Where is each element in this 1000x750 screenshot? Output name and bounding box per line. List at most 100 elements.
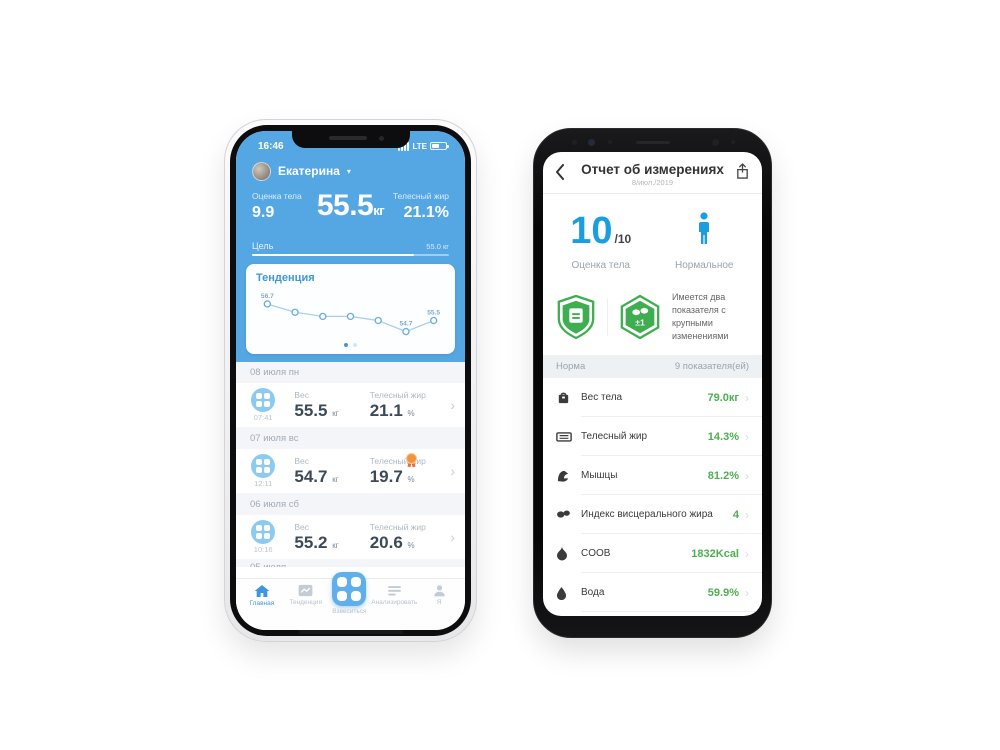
signal-icon	[398, 141, 410, 151]
water-drop-icon	[556, 586, 567, 600]
back-button[interactable]	[555, 164, 565, 185]
analyze-icon	[388, 586, 401, 596]
fat-value: 20.6 %	[369, 532, 415, 552]
score-section: 10 /10 Оценка тела Нормальное	[543, 194, 762, 281]
hexagon-badge-icon: ±1	[620, 294, 660, 340]
weight-label: Вес	[294, 521, 310, 532]
trend-card[interactable]: Тенденция 56.7 54.7 55.5	[246, 264, 455, 354]
goal-target: 55.0 кг	[426, 242, 449, 251]
right-phone-sensors	[534, 137, 771, 147]
flame-icon	[557, 546, 567, 561]
measurement-row[interactable]: 07:41 Вес 55.5 кг Телесный жир 21.1 % ›	[236, 383, 465, 428]
measurement-row[interactable]: 10:16 Вес 55.2 кг Телесный жир 20.6 % ›	[236, 515, 465, 560]
body-fat-value: 21.1%	[403, 204, 449, 221]
chevron-right-icon: ›	[745, 390, 749, 405]
chevron-right-icon: ›	[745, 585, 749, 600]
scale-icon	[251, 454, 276, 478]
trend-icon	[298, 584, 313, 597]
chevron-right-icon: ›	[745, 507, 749, 522]
scale-weigh-icon	[332, 572, 367, 606]
chevron-down-icon: ▾	[346, 166, 351, 176]
section-date-header-partial: 05 июля	[236, 560, 465, 567]
nav-home[interactable]: Главная	[240, 584, 284, 607]
svg-text:54.7: 54.7	[400, 320, 413, 327]
current-weight: 55.5кг	[316, 189, 385, 222]
profile-name[interactable]: Екатерина	[278, 164, 340, 178]
back-chevron-icon	[556, 164, 564, 180]
bottom-nav: Главная Тенденция Взвеситься Анализирова…	[236, 572, 465, 630]
statusbar: 16:46 LTE	[236, 131, 465, 155]
muscle-icon	[557, 470, 569, 482]
badge-divider	[607, 298, 608, 337]
weight-label: Вес	[294, 455, 310, 466]
fat-value: 21.1 %	[369, 400, 415, 420]
report-header: Отчет об измерениях 8/июл./2019	[543, 152, 762, 194]
nav-trend[interactable]: Тенденция	[284, 584, 328, 606]
metric-row-visceral[interactable]: Индекс висцерального жира 4 ›	[543, 495, 762, 535]
measurement-time: 10:16	[253, 545, 273, 554]
body-fat-label: Телесный жир	[392, 191, 449, 201]
weight-icon	[558, 392, 569, 404]
share-button[interactable]	[735, 163, 750, 185]
fat-value: 19.7 %	[369, 466, 415, 486]
medal-icon	[406, 453, 417, 468]
metric-row-fat[interactable]: Телесный жир 14.3% ›	[543, 417, 762, 457]
section-date-header: 08 июля пн	[236, 362, 465, 383]
chevron-right-icon: ›	[450, 529, 455, 545]
home-header: 16:46 LTE Екатерина ▾ Оценка тела 9.	[236, 131, 465, 362]
summary-stats: Оценка тела 9.9 55.5кг Телесный жир 21.1…	[236, 183, 465, 239]
chevron-right-icon: ›	[745, 546, 749, 561]
network-label: LTE	[412, 141, 427, 151]
shield-badge-icon	[557, 294, 595, 340]
metric-row-bmr[interactable]: COOB 1832Kcal ›	[543, 534, 762, 574]
report-title: Отчет об измерениях	[581, 162, 724, 177]
metric-row-weight[interactable]: Вес тела 79.0кг ›	[543, 378, 762, 418]
section-date-header: 07 июля вс	[236, 428, 465, 449]
notch	[291, 131, 410, 148]
visceral-fat-icon	[557, 510, 570, 518]
chevron-right-icon: ›	[745, 429, 749, 444]
weight-value: 54.7 кг	[294, 466, 339, 486]
norm-count: 9 показателя(ей)	[674, 361, 749, 373]
home-indicator[interactable]	[298, 630, 403, 634]
body-score-value: 9.9	[252, 204, 275, 221]
fat-label: Телесный жир	[369, 455, 426, 466]
metric-row-water[interactable]: Вода 59.9% ›	[543, 573, 762, 613]
badges-section: ±1 Имеется два показателя с крупными изм…	[543, 281, 762, 355]
body-score-label: Оценка тела	[252, 191, 302, 201]
chevron-right-icon: ›	[450, 397, 455, 413]
metric-row-muscle[interactable]: Мышцы 81.2% ›	[543, 456, 762, 496]
measurement-time: 12:11	[254, 479, 273, 488]
measurement-row[interactable]: 12:11 Вес 54.7 кг Телесный жир 19.7 % ›	[236, 449, 465, 494]
chevron-right-icon: ›	[450, 463, 455, 479]
goal-section: Цель 55.0 кг	[236, 239, 465, 256]
score-caption: Оценка тела	[571, 260, 630, 271]
status-time: 16:46	[258, 140, 284, 152]
right-phone-screen: Отчет об измерениях 8/июл./2019 10 /10 О…	[543, 152, 762, 616]
pagination-dots[interactable]	[256, 342, 445, 350]
svg-text:±1: ±1	[635, 318, 645, 328]
person-icon	[433, 585, 445, 597]
left-phone-frame: 16:46 LTE Екатерина ▾ Оценка тела 9.	[224, 119, 477, 642]
trend-title: Тенденция	[256, 272, 315, 284]
fat-label: Телесный жир	[369, 521, 426, 532]
badges-description: Имеется два показателя с крупными измене…	[672, 292, 729, 342]
profile-row[interactable]: Екатерина ▾	[236, 155, 465, 183]
body-score-max: /10	[614, 232, 632, 246]
left-phone-screen: 16:46 LTE Екатерина ▾ Оценка тела 9.	[236, 131, 465, 630]
body-type-caption: Нормальное	[675, 260, 734, 271]
nav-weigh[interactable]: Взвеситься	[328, 572, 372, 615]
measurement-list: 08 июля пн 07:41 Вес 55.5 кг Телесный жи…	[236, 362, 465, 578]
measurement-time: 07:41	[253, 413, 273, 422]
nav-me[interactable]: Я	[417, 584, 461, 606]
nav-analyze[interactable]: Анализировать	[371, 584, 417, 606]
svg-text:56.7: 56.7	[261, 293, 274, 300]
home-icon	[254, 585, 270, 597]
weight-value: 55.5 кг	[294, 400, 339, 420]
weight-label: Вес	[294, 389, 310, 400]
avatar[interactable]	[252, 161, 271, 181]
share-icon	[737, 163, 748, 179]
right-phone-frame: Отчет об измерениях 8/июл./2019 10 /10 О…	[533, 128, 772, 638]
svg-text:55.5: 55.5	[427, 309, 440, 316]
